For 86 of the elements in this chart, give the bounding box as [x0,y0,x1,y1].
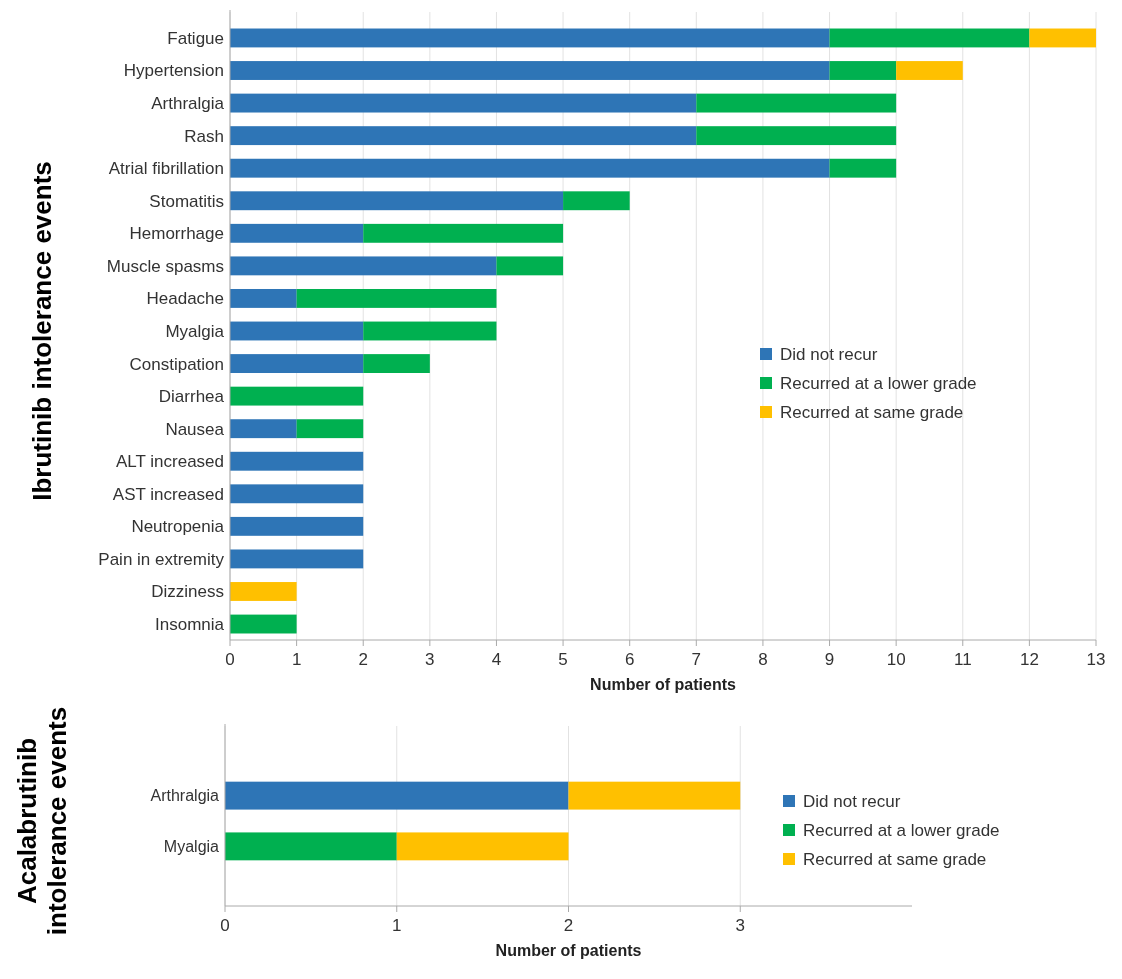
bar [296,289,497,308]
x-tick-label: 7 [691,650,702,669]
bar [696,126,897,146]
y-tick-label: ALT increased [115,452,224,472]
bar [396,832,569,861]
bar [230,451,364,471]
bar [225,781,569,810]
bar [230,28,830,48]
bar [230,386,364,406]
x-tick-label: 4 [491,650,502,669]
x-tick-label: 6 [624,650,635,669]
bar [230,158,830,178]
y-tick-label: Muscle spasms [106,256,224,276]
bar [230,549,364,569]
bar [696,93,897,113]
x-axis-title: Number of patients [590,676,736,693]
y-tick-label: Rash [184,126,224,146]
bar [230,126,697,146]
x-tick-label: 2 [358,650,368,669]
y-tick-label: Myalgia [165,321,225,341]
y-tick-label: Hypertension [123,61,224,81]
legend-label: Recurred at a lower grade [803,820,1000,840]
y-tick-label: Fatigue [167,28,224,48]
x-tick-label: 1 [291,650,302,669]
y-tick-label: Atrial fibrillation [108,159,224,179]
legend-label: Recurred at same grade [803,849,987,869]
legend-label: Recurred at a lower grade [780,373,977,393]
y-tick-label: Arthralgia [151,94,225,114]
bar [230,321,364,341]
x-tick-label: 12 [1019,650,1039,669]
bar [829,28,1030,48]
bar [230,256,497,276]
x-tick-label: 13 [1086,650,1106,669]
y-tick-label: Pain in extremity [98,549,225,569]
x-tick-label: 0 [220,916,230,935]
bar [230,61,830,80]
bar [829,61,897,80]
x-tick-label: 11 [953,650,972,669]
y-tick-label: AST increased [112,484,224,504]
x-axis-title: Number of patients [495,942,642,959]
y-tick-label: Constipation [129,354,224,374]
bar [896,61,963,80]
bar [230,614,297,634]
x-tick-label: 9 [824,650,835,669]
bar [230,289,297,308]
bar [230,191,564,211]
y-tick-label: Headache [146,289,224,309]
y-axis-title: Ibrutinib intolerance events [27,161,57,501]
x-tick-label: 3 [735,916,745,935]
bar [1029,28,1096,48]
legend-label: Did not recur [780,344,878,364]
bar [829,158,897,178]
bar [296,419,364,439]
bar [363,354,430,373]
bar [230,484,364,504]
bar [363,321,497,341]
x-tick-label: 10 [886,650,906,669]
y-tick-label: Neutropenia [131,517,225,537]
y-tick-label: Nausea [165,419,225,439]
y-tick-label: Diarrhea [158,387,225,407]
bar [230,582,297,601]
y-tick-label: Dizziness [151,582,224,602]
bar [230,354,364,373]
y-tick-label: Arthralgia [150,787,220,805]
x-tick-label: 2 [563,916,574,935]
legend-label: Recurred at same grade [780,402,964,422]
bar [230,93,697,113]
x-tick-label: 1 [392,916,402,935]
y-tick-label: Myalgia [163,837,220,855]
x-tick-label: 8 [758,650,768,669]
legend-label: Did not recur [803,791,901,811]
bar [230,223,364,243]
bar [563,191,630,211]
bar [230,419,297,439]
y-tick-label: Insomnia [155,615,225,634]
bar [496,256,564,276]
bar [225,832,397,861]
bar [568,781,741,810]
y-tick-label: Hemorrhage [129,224,224,244]
bar [363,223,564,243]
x-tick-label: 3 [425,650,435,669]
x-tick-label: 0 [225,650,235,669]
x-tick-label: 5 [558,650,568,669]
bar [230,516,364,536]
y-tick-label: Stomatitis [149,191,224,211]
y-axis-title: Acalabrutinib intolerance events [12,706,72,936]
